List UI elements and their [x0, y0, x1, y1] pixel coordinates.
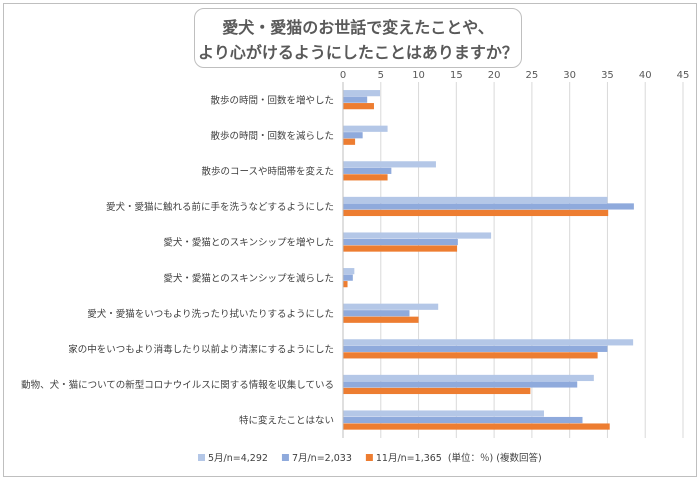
legend-label-3: 11月/n=1,365	[376, 453, 442, 464]
bar-10-series-1	[343, 410, 544, 417]
bar-3-series-1	[343, 161, 436, 168]
bar-2-series-3	[343, 138, 356, 145]
legend-swatch-1	[198, 454, 205, 461]
chart-title-line-2: より心がけるようにしたことはありますか？	[198, 43, 518, 62]
category-label-6: 愛犬・愛猫とのスキンシップを減らした	[163, 272, 334, 284]
category-label-8: 家の中をいつもより消毒したり以前より清潔にするようにした	[68, 344, 334, 356]
bar-1-series-1	[343, 90, 381, 97]
bar-10-series-3	[343, 423, 610, 430]
bar-5-series-1	[343, 232, 492, 239]
x-tick-label-20: 20	[488, 70, 501, 81]
bar-3-series-2	[343, 167, 392, 174]
x-tick-label-45: 45	[677, 70, 690, 81]
bar-4-series-3	[343, 209, 609, 217]
bar-4-series-2	[343, 203, 634, 210]
legend-label-1: 5月/n=4,292	[208, 453, 268, 464]
bar-1-series-2	[343, 96, 368, 103]
bar-10-series-2	[343, 416, 583, 424]
bar-7-series-3	[343, 316, 419, 323]
x-tick-label-25: 25	[526, 70, 539, 81]
category-label-5: 愛犬・愛猫とのスキンシップを増やした	[163, 237, 334, 249]
x-tick-label-40: 40	[639, 70, 652, 81]
bar-9-series-2	[343, 381, 578, 388]
category-label-7: 愛犬・愛猫をいつもより洗ったり拭いたりするようにした	[87, 308, 334, 320]
bar-9-series-1	[343, 374, 594, 382]
bar-6-series-2	[343, 274, 353, 281]
bar-6-series-3	[343, 281, 348, 288]
legend-swatch-2	[281, 454, 289, 461]
category-label-1: 散歩の時間・回数を増やした	[210, 94, 334, 106]
category-label-3: 散歩のコースや時間帯を変えた	[201, 166, 334, 178]
chart-title-line-1: 愛犬・愛猫のお世話で変えたことや、	[222, 18, 494, 37]
bar-2-series-1	[343, 125, 388, 132]
bar-3-series-3	[343, 174, 388, 181]
bar-8-series-2	[343, 345, 608, 352]
bar-8-series-3	[343, 352, 598, 359]
bar-7-series-1	[343, 303, 439, 310]
bar-6-series-1	[343, 268, 355, 275]
x-tick-label-0: 0	[340, 70, 346, 81]
category-label-9: 動物、犬・猫についての新型コロナウイルスに関する情報を収集している	[21, 379, 334, 391]
category-label-2: 散歩の時間・回数を減らした	[210, 130, 334, 142]
x-tick-label-10: 10	[412, 70, 425, 81]
legend-label-2: 7月/n=2,033	[292, 453, 352, 464]
x-tick-label-5: 5	[378, 70, 384, 81]
bar-1-series-3	[343, 103, 374, 110]
legend-note: (単位：％) (複数回答)	[448, 452, 542, 464]
x-tick-label-15: 15	[450, 70, 463, 81]
bar-5-series-3	[343, 245, 458, 252]
bar-4-series-1	[343, 196, 608, 204]
legend-swatch-3	[365, 454, 373, 461]
bar-5-series-2	[343, 238, 458, 246]
chart-title-box: 愛犬・愛猫のお世話で変えたことや、 より心がけるようにしたことはありますか？	[194, 8, 522, 68]
bar-2-series-2	[343, 132, 363, 139]
x-tick-label-35: 35	[601, 70, 614, 81]
bar-7-series-2	[343, 310, 410, 317]
bar-9-series-3	[343, 387, 531, 395]
x-tick-label-30: 30	[563, 70, 576, 81]
category-label-10: 特に変えたことはない	[239, 415, 334, 427]
category-label-4: 愛犬・愛猫に触れる前に手を洗うなどするようにした	[106, 201, 334, 213]
bar-8-series-1	[343, 339, 634, 346]
